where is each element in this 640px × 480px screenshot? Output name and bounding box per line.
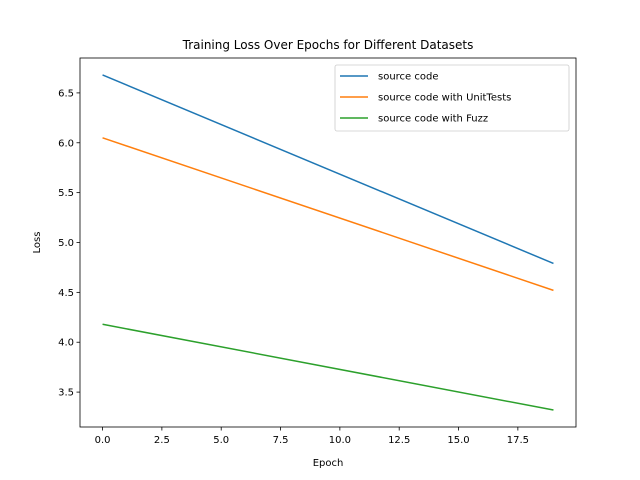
legend-label: source code bbox=[378, 72, 439, 83]
series-line-1 bbox=[102, 74, 554, 265]
x-axis-label: Epoch bbox=[313, 458, 344, 469]
x-tick-label: 2.5 bbox=[154, 435, 170, 446]
axis-ticks: 0.0 2.5 5.0 7.5 10.0 12.5 15.0 17.5 3.5 4.0 4.5 5.0… bbox=[58, 88, 529, 446]
y-tick-label: 4.0 bbox=[58, 338, 74, 349]
y-tick-label: 5.5 bbox=[58, 188, 74, 199]
legend: source code source code with UnitTests sou… bbox=[334, 64, 570, 132]
x-tick-label: 12.5 bbox=[388, 435, 410, 446]
plot-area bbox=[102, 74, 554, 411]
y-tick-label: 3.5 bbox=[58, 388, 74, 399]
y-tick-label: 5.0 bbox=[58, 238, 74, 249]
x-tick-label: 17.5 bbox=[507, 435, 529, 446]
x-tick-label: 10.0 bbox=[329, 435, 351, 446]
legend-label: source code with UnitTests bbox=[378, 93, 511, 104]
y-tick-label: 4.5 bbox=[58, 288, 74, 299]
x-tick-label: 15.0 bbox=[447, 435, 469, 446]
y-axis-label: Loss bbox=[32, 232, 43, 254]
series-line-2 bbox=[102, 137, 554, 292]
x-tick-label: 5.0 bbox=[213, 435, 229, 446]
y-tick-label: 6.0 bbox=[58, 138, 74, 149]
x-tick-label: 0.0 bbox=[95, 435, 111, 446]
y-tick-label: 6.5 bbox=[58, 88, 74, 99]
chart-title: Training Loss Over Epochs for Different … bbox=[182, 38, 474, 52]
legend-label: source code with Fuzz bbox=[378, 114, 488, 125]
legend-box bbox=[334, 64, 570, 132]
plot-frame bbox=[79, 57, 577, 428]
x-tick-label: 7.5 bbox=[273, 435, 289, 446]
series-line-3 bbox=[102, 323, 554, 411]
